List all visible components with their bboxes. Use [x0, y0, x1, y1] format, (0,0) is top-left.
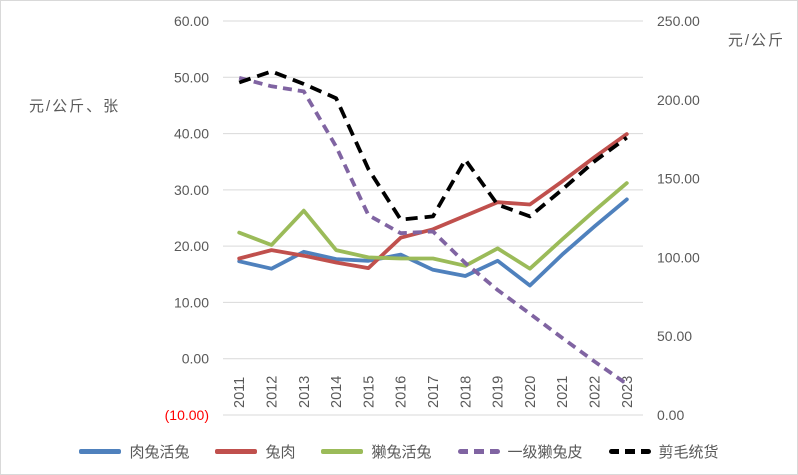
legend-item-rabbit-meat: 兔肉 — [215, 441, 295, 462]
left-axis-tick-label: 30.00 — [174, 182, 209, 198]
left-axis-tick-label: 10.00 — [174, 294, 209, 310]
left-axis-tick-label: 0.00 — [182, 351, 209, 367]
right-axis-tick-label: 250.00 — [657, 13, 700, 29]
x-axis-label: 2017 — [426, 376, 442, 408]
x-axis-label: 2021 — [555, 376, 571, 408]
legend-line-swatch — [457, 449, 500, 454]
right-axis-tick-label: 200.00 — [657, 92, 700, 108]
legend-label: 肉兔活兔 — [129, 444, 190, 461]
x-axis-label: 2020 — [523, 376, 539, 408]
left-axis-tick-label: 60.00 — [174, 13, 209, 29]
legend-line-swatch — [321, 449, 364, 454]
x-axis-label: 2022 — [588, 376, 604, 408]
right-axis-tick-label: 50.00 — [657, 328, 692, 344]
legend-label: 獭兔活兔 — [371, 444, 432, 461]
series-line-一级獭兔皮 — [238, 75, 628, 386]
series-line-肉兔活兔 — [237, 197, 629, 288]
legend: 肉兔活兔 兔肉 獭兔活兔 一级獭兔皮 剪毛统货 — [1, 441, 797, 462]
legend-item-sheared-wool: 剪毛统货 — [608, 441, 719, 462]
legend-item-live-rex-rabbit: 獭兔活兔 — [321, 441, 432, 462]
legend-label: 一级獭兔皮 — [507, 444, 583, 461]
x-axis-label: 2018 — [458, 376, 474, 408]
legend-line-swatch — [79, 449, 122, 454]
x-axis-label: 2019 — [491, 376, 507, 408]
x-axis-label: 2016 — [394, 376, 410, 408]
legend-line-swatch — [215, 449, 258, 454]
right-axis-title: 元/公斤 — [727, 32, 785, 49]
legend-item-grade1-rex-pelt: 一级獭兔皮 — [457, 441, 583, 462]
x-axis-label: 2023 — [620, 376, 636, 408]
legend-line-swatch — [608, 449, 651, 454]
legend-label: 兔肉 — [265, 444, 296, 461]
right-axis-tick-label: 150.00 — [657, 171, 700, 187]
left-axis-title: 元/公斤、张 — [29, 98, 121, 115]
left-axis-tick-label: 40.00 — [174, 126, 209, 142]
left-axis-tick-label: 50.00 — [174, 69, 209, 85]
right-axis-tick-label: 100.00 — [657, 249, 700, 265]
x-axis-label: 2014 — [329, 376, 345, 408]
series-line-兔肉 — [237, 132, 629, 271]
legend-label: 剪毛统货 — [658, 444, 719, 461]
x-axis-label: 2015 — [361, 376, 377, 408]
series-line-剪毛统货 — [238, 69, 628, 222]
left-axis-tick-label: (10.00) — [165, 407, 209, 423]
left-axis-tick-label: 20.00 — [174, 238, 209, 254]
x-axis-label: 2012 — [264, 376, 280, 408]
x-axis-label: 2013 — [297, 376, 313, 408]
right-axis-tick-label: 0.00 — [657, 407, 684, 423]
legend-item-live-meat-rabbit: 肉兔活兔 — [79, 441, 189, 462]
x-axis-label: 2011 — [232, 377, 248, 408]
series-line-獭兔活兔 — [237, 181, 629, 271]
